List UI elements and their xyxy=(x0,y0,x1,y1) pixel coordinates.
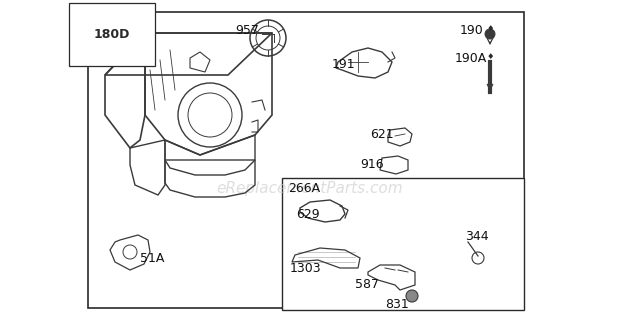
Text: 621: 621 xyxy=(370,128,394,141)
Text: ♦: ♦ xyxy=(487,52,495,61)
Text: 191: 191 xyxy=(332,58,356,71)
Text: 180D: 180D xyxy=(94,28,130,41)
Bar xyxy=(282,178,524,310)
Text: 190A: 190A xyxy=(455,52,487,65)
Text: eReplacementParts.com: eReplacementParts.com xyxy=(216,181,404,196)
Text: 831: 831 xyxy=(385,298,409,311)
Text: 916: 916 xyxy=(360,158,384,171)
Text: 629: 629 xyxy=(296,208,320,221)
Text: 51A: 51A xyxy=(140,252,164,265)
Bar xyxy=(88,12,524,308)
Text: 344: 344 xyxy=(465,230,489,243)
Text: 1303: 1303 xyxy=(290,262,322,275)
Circle shape xyxy=(485,29,495,39)
Text: 266A: 266A xyxy=(288,182,320,195)
Text: 957: 957 xyxy=(235,24,259,37)
Text: 190: 190 xyxy=(460,24,484,37)
Text: 587: 587 xyxy=(355,278,379,291)
Text: ♦: ♦ xyxy=(487,24,495,33)
Circle shape xyxy=(406,290,418,302)
